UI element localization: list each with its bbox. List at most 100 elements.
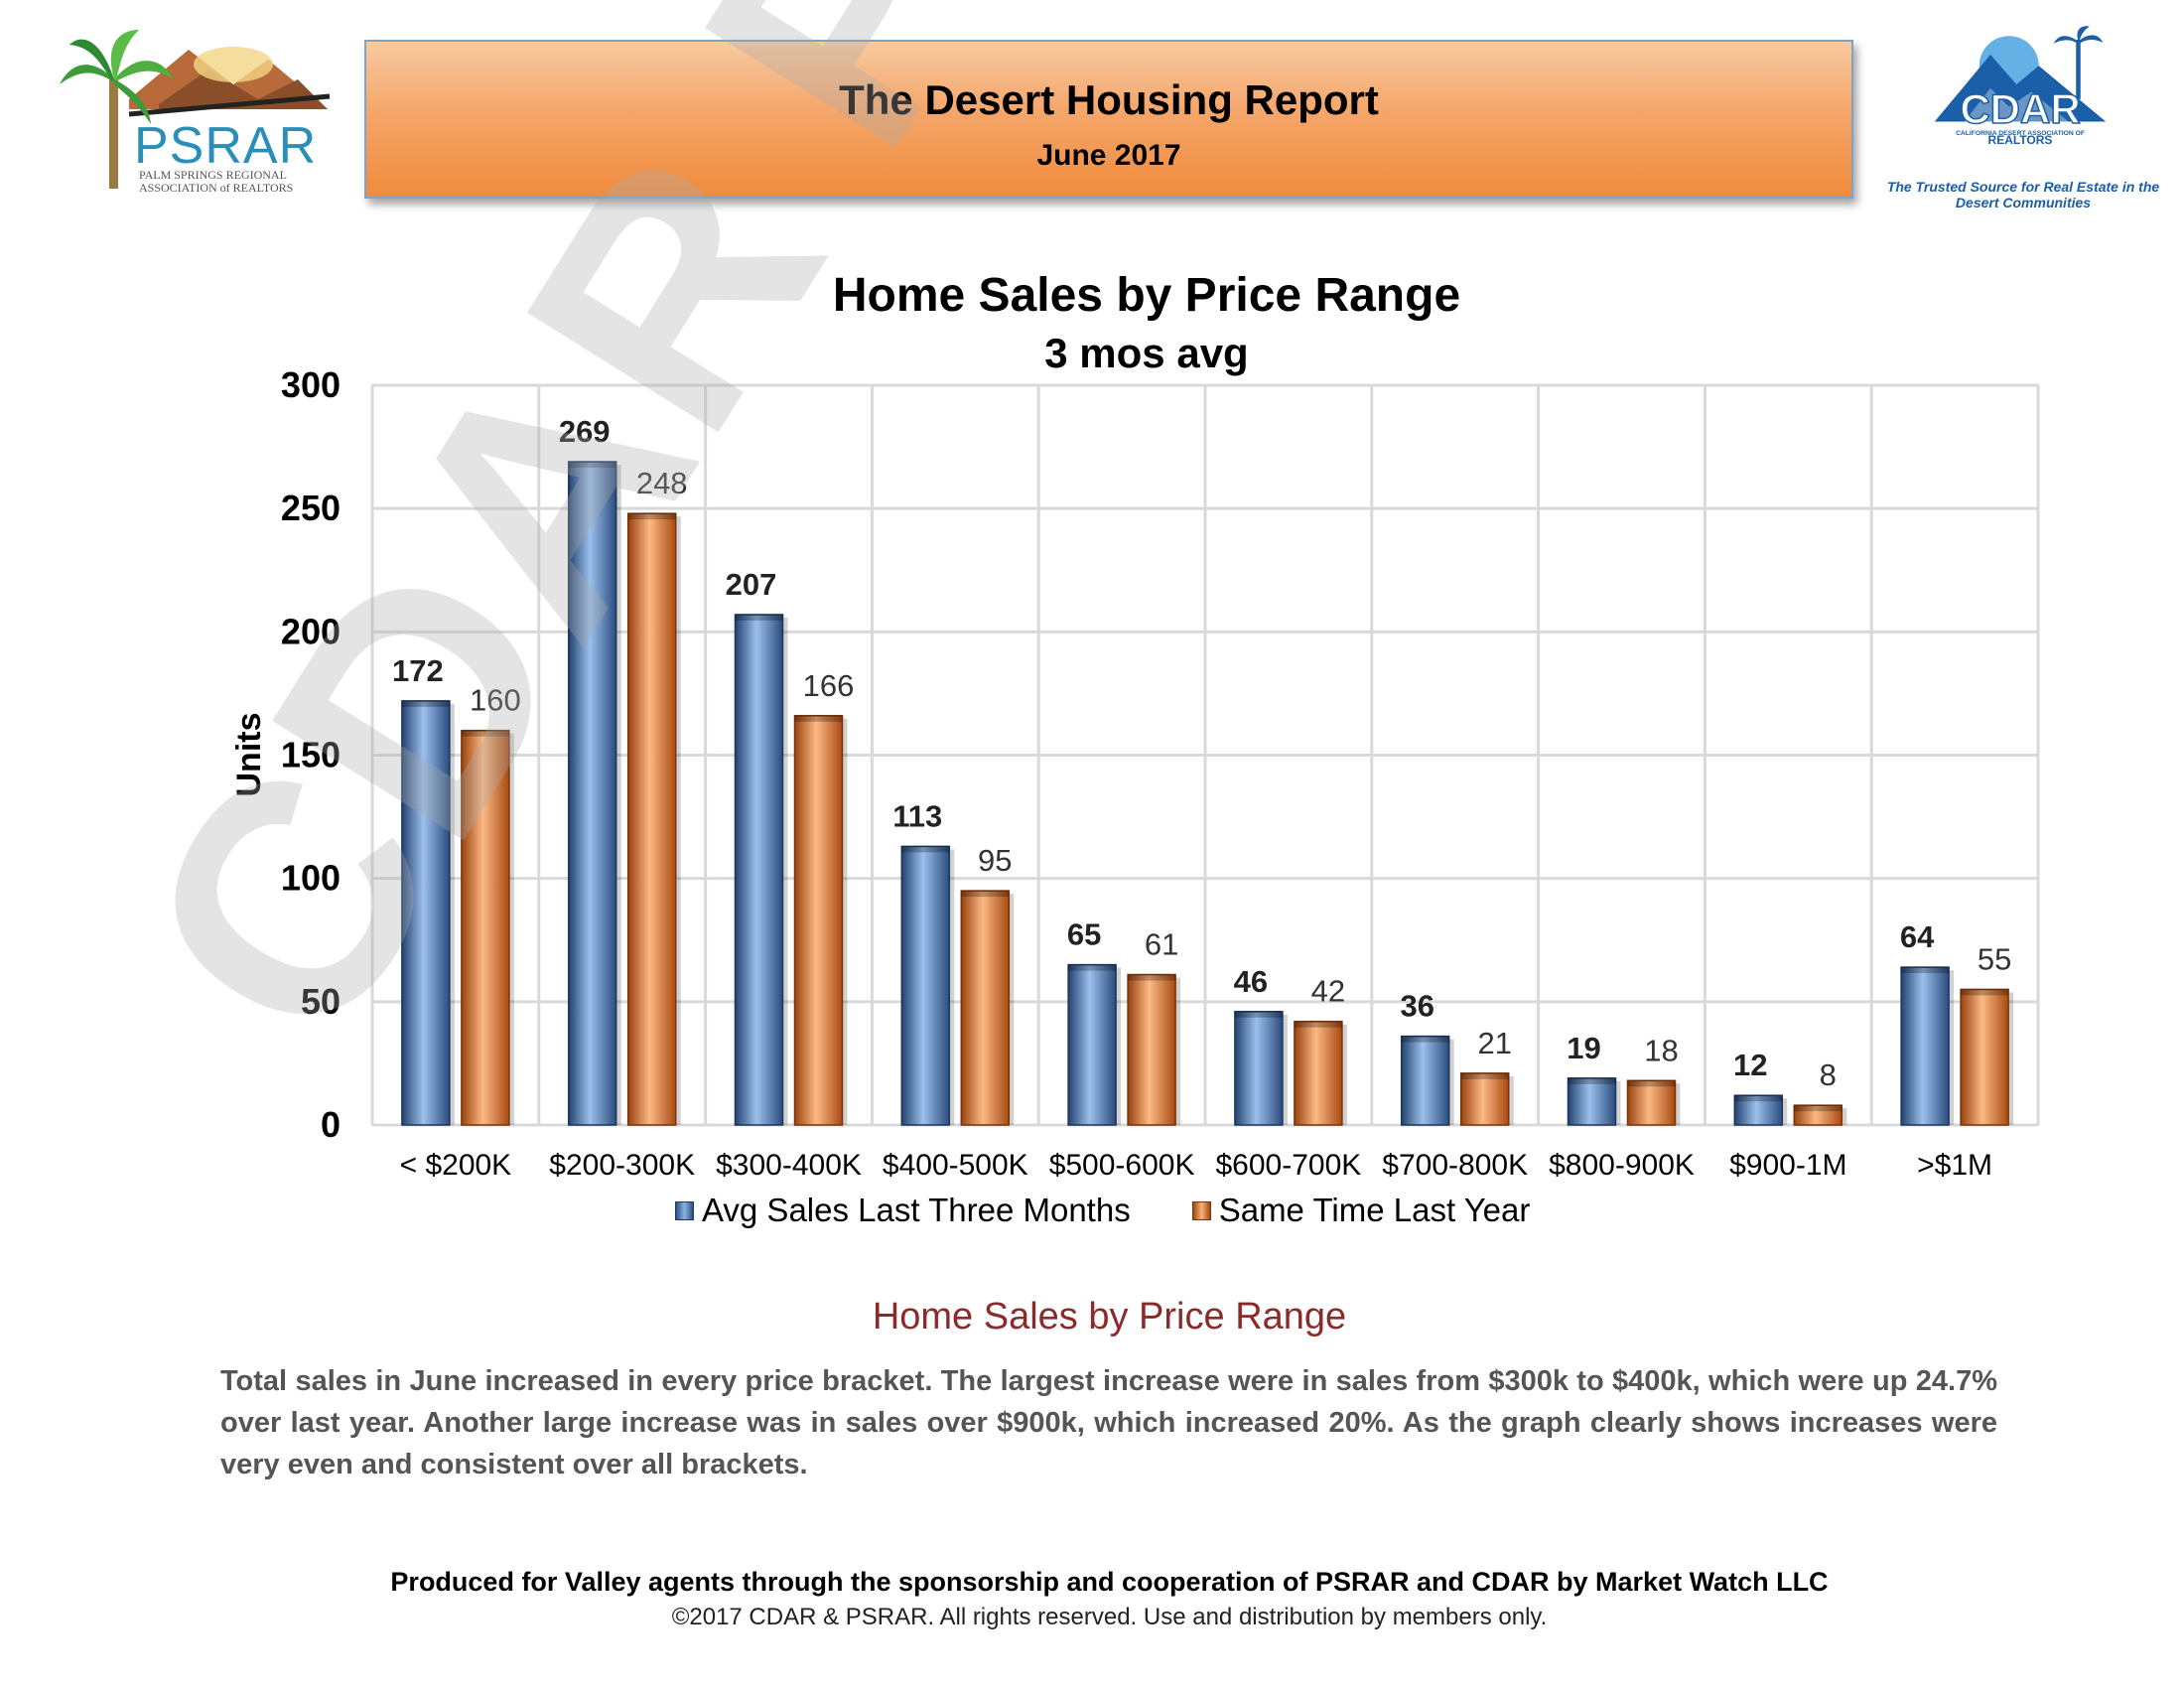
data-label-last-year: 8 [1820, 1057, 1837, 1092]
bar-avg-sales [401, 700, 451, 1126]
bar-top-bevel [1460, 1072, 1509, 1079]
x-tick-label: >$1M [1917, 1149, 1992, 1182]
commentary-title: Home Sales by Price Range [872, 1296, 1347, 1337]
chart-subtitle: 3 mos avg [1044, 330, 1249, 376]
bar-avg-sales [567, 461, 617, 1126]
data-label-last-year: 166 [803, 668, 855, 703]
x-tick-label: $700-800K [1382, 1149, 1528, 1182]
bar-top-bevel [735, 614, 783, 621]
legend-label-avg: Avg Sales Last Three Months [702, 1192, 1131, 1228]
y-tick-label: 250 [281, 488, 341, 528]
legend-item-avg: Avg Sales Last Three Months [675, 1192, 1131, 1229]
chart-title: Home Sales by Price Range [832, 269, 1461, 322]
bar-avg-sales [1234, 1011, 1284, 1126]
bar-last-year [793, 715, 844, 1126]
data-label-avg: 12 [1733, 1048, 1767, 1082]
bar-top-bevel [1568, 1077, 1616, 1084]
psrar-logo [60, 30, 331, 189]
bar-last-year [1294, 1020, 1343, 1126]
bar-top-bevel [461, 730, 509, 737]
bar-top-bevel [401, 700, 450, 707]
bar-top-bevel [1961, 989, 2009, 996]
bar-top-bevel [1627, 1080, 1676, 1087]
data-label-avg: 172 [392, 653, 444, 688]
grid-layer [370, 383, 2040, 1127]
y-tick-label: 50 [301, 981, 341, 1022]
data-label-last-year: 55 [1978, 941, 2011, 976]
y-axis-label: Units [230, 713, 268, 797]
bar-top-bevel [568, 461, 616, 468]
x-tick-label: $500-600K [1049, 1149, 1195, 1182]
bar-avg-sales [1567, 1077, 1617, 1126]
report-date: June 2017 [1036, 139, 1181, 172]
bar-top-bevel [901, 846, 950, 853]
bar-last-year [960, 890, 1011, 1126]
commentary-body: Total sales in June increased in every p… [220, 1365, 1997, 1480]
y-tick-label: 150 [281, 735, 341, 775]
y-tick-label: 0 [321, 1104, 341, 1145]
legend-swatch-blue [675, 1200, 694, 1220]
legend-label-last-year: Same Time Last Year [1218, 1192, 1531, 1228]
bar-top-bevel [1128, 974, 1176, 981]
legend-item-last-year: Same Time Last Year [1191, 1192, 1531, 1229]
psrar-tagline: PALM SPRINGS REGIONAL ASSOCIATION of REA… [139, 168, 294, 195]
footer-credit: Produced for Valley agents through the s… [390, 1567, 1829, 1597]
bar-avg-sales [1733, 1094, 1784, 1126]
bars-layer [401, 461, 2014, 1126]
data-label-last-year: 95 [978, 843, 1012, 878]
legend-swatch-orange [1191, 1200, 1211, 1220]
bar-top-bevel [1294, 1021, 1342, 1028]
data-label-last-year: 160 [470, 683, 521, 718]
x-tick-label: $600-700K [1216, 1149, 1362, 1182]
bar-chart: 0 50 100 150 200 250 300 < $200K 172 160 $200-300K… [230, 364, 2040, 1182]
bar-last-year [461, 729, 510, 1126]
data-label-avg: 269 [559, 414, 611, 449]
bar-top-bevel [627, 513, 676, 520]
data-label-last-year: 248 [636, 466, 688, 500]
data-label-last-year: 21 [1477, 1026, 1511, 1060]
x-tick-label: $300-400K [716, 1149, 862, 1182]
cdar-line2: REALTORS [1988, 133, 2053, 144]
bar-top-bevel [1901, 967, 1950, 974]
psrar-wordmark: PSRAR [134, 117, 318, 175]
bar-avg-sales [1400, 1035, 1450, 1126]
data-label-avg: 64 [1900, 919, 1935, 954]
x-tick-label: $200-300K [549, 1149, 695, 1182]
bar-last-year [1459, 1072, 1510, 1126]
x-tick-label: $800-900K [1549, 1149, 1695, 1182]
cdar-caption: The Trusted Source for Real Estate in th… [1886, 179, 2160, 211]
data-label-avg: 36 [1400, 989, 1433, 1024]
data-label-avg: 19 [1567, 1031, 1600, 1065]
data-label-avg: 65 [1067, 917, 1101, 952]
bar-top-bevel [1234, 1011, 1283, 1018]
y-tick-label: 200 [281, 611, 341, 651]
bar-top-bevel [1734, 1095, 1783, 1102]
bar-last-year [1127, 973, 1176, 1126]
report-title: The Desert Housing Report [839, 76, 1379, 123]
x-tick-label: $400-500K [883, 1149, 1028, 1182]
bar-last-year [1793, 1104, 1843, 1126]
bar-avg-sales [1067, 963, 1117, 1126]
bar-last-year [1626, 1079, 1677, 1126]
y-tick-label: 300 [281, 364, 341, 405]
footer-copyright: ©2017 CDAR & PSRAR. All rights reserved.… [671, 1604, 1548, 1630]
bar-avg-sales [900, 845, 951, 1126]
cdar-logo: CDAR CALIFORNIA DESERT ASSOCIATION OF RE… [1934, 26, 2107, 144]
data-label-avg: 207 [726, 567, 777, 602]
bar-top-bevel [1068, 964, 1117, 971]
bar-avg-sales [734, 614, 784, 1126]
report-header-banner: The Desert Housing Report June 2017 [364, 40, 1853, 199]
cdar-wordmark: CDAR [1960, 85, 2080, 132]
data-label-last-year: 18 [1644, 1033, 1678, 1067]
bar-last-year [626, 512, 677, 1126]
bar-top-bevel [1794, 1105, 1843, 1112]
chart-legend: Avg Sales Last Three Months Same Time La… [675, 1192, 1530, 1229]
x-tick-label: < $200K [400, 1149, 512, 1182]
x-tick-label: $900-1M [1729, 1149, 1846, 1182]
data-label-avg: 113 [892, 798, 942, 833]
bar-top-bevel [961, 891, 1010, 898]
cdar-line1: CALIFORNIA DESERT ASSOCIATION OF [1956, 130, 2085, 137]
data-label-last-year: 61 [1145, 927, 1178, 962]
data-label-last-year: 42 [1311, 974, 1345, 1009]
y-tick-label: 100 [281, 858, 341, 899]
